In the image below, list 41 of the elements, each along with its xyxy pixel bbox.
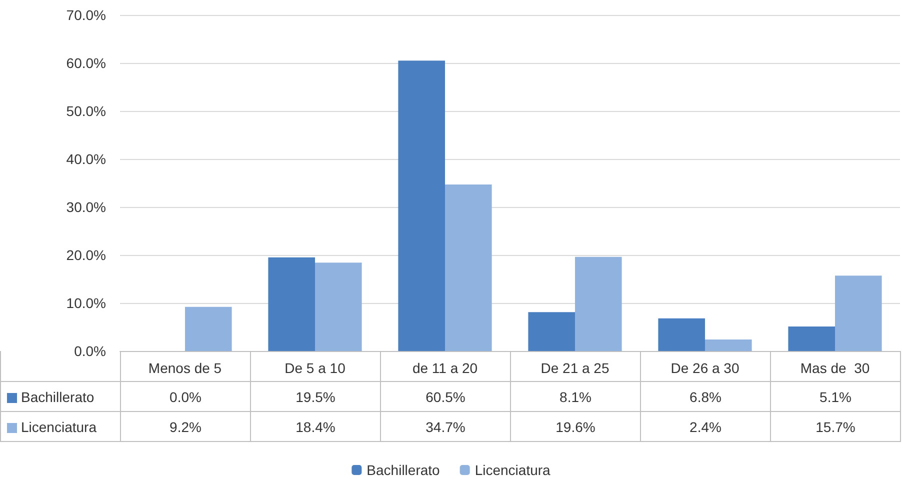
x-tick-label: Menos de 5 <box>148 360 222 376</box>
data-label: 2.4% <box>640 412 770 442</box>
bar <box>268 257 315 351</box>
x-tick-label: Mas de 30 <box>800 360 870 376</box>
bar <box>705 339 752 351</box>
data-label: 8.1% <box>510 382 640 412</box>
bar <box>445 184 492 351</box>
bar <box>528 312 575 351</box>
legend-label: Bachillerato <box>366 462 440 478</box>
y-tick-label: 0.0% <box>74 343 106 359</box>
y-tick-label: 50.0% <box>66 103 106 119</box>
data-label: 15.7% <box>770 412 900 442</box>
text: Licenciatura <box>21 418 96 434</box>
x-tick-label: De 21 a 25 <box>540 360 610 376</box>
text: Bachillerato <box>21 388 94 404</box>
x-tick-label: De 5 a 10 <box>284 360 346 376</box>
data-label: 18.4% <box>250 412 380 442</box>
data-label: 19.6% <box>510 412 640 442</box>
bar <box>575 256 622 351</box>
bar <box>398 60 445 351</box>
bar <box>835 276 882 351</box>
data-label: 60.5% <box>380 382 510 412</box>
bar <box>185 306 232 351</box>
legend-label: Licenciatura <box>474 462 551 478</box>
data-label: 5.1% <box>770 382 900 412</box>
y-tick-label: 30.0% <box>66 199 106 215</box>
data-label: 0.0% <box>120 382 250 412</box>
y-tick-label: 10.0% <box>66 295 106 311</box>
data-label: 9.2% <box>120 412 250 442</box>
data-label: 6.8% <box>640 382 770 412</box>
y-tick-label: 70.0% <box>66 7 106 23</box>
data-label: 19.5% <box>250 382 380 412</box>
y-tick-label: 20.0% <box>66 247 106 263</box>
bar <box>315 262 362 351</box>
y-tick-label: 60.0% <box>66 55 106 71</box>
bar <box>658 318 705 351</box>
data-label: 34.7% <box>380 412 510 442</box>
bar <box>788 326 835 351</box>
x-tick-label: de 11 a 20 <box>412 360 478 376</box>
x-tick-label: De 26 a 30 <box>670 360 740 376</box>
y-tick-label: 40.0% <box>66 151 106 167</box>
